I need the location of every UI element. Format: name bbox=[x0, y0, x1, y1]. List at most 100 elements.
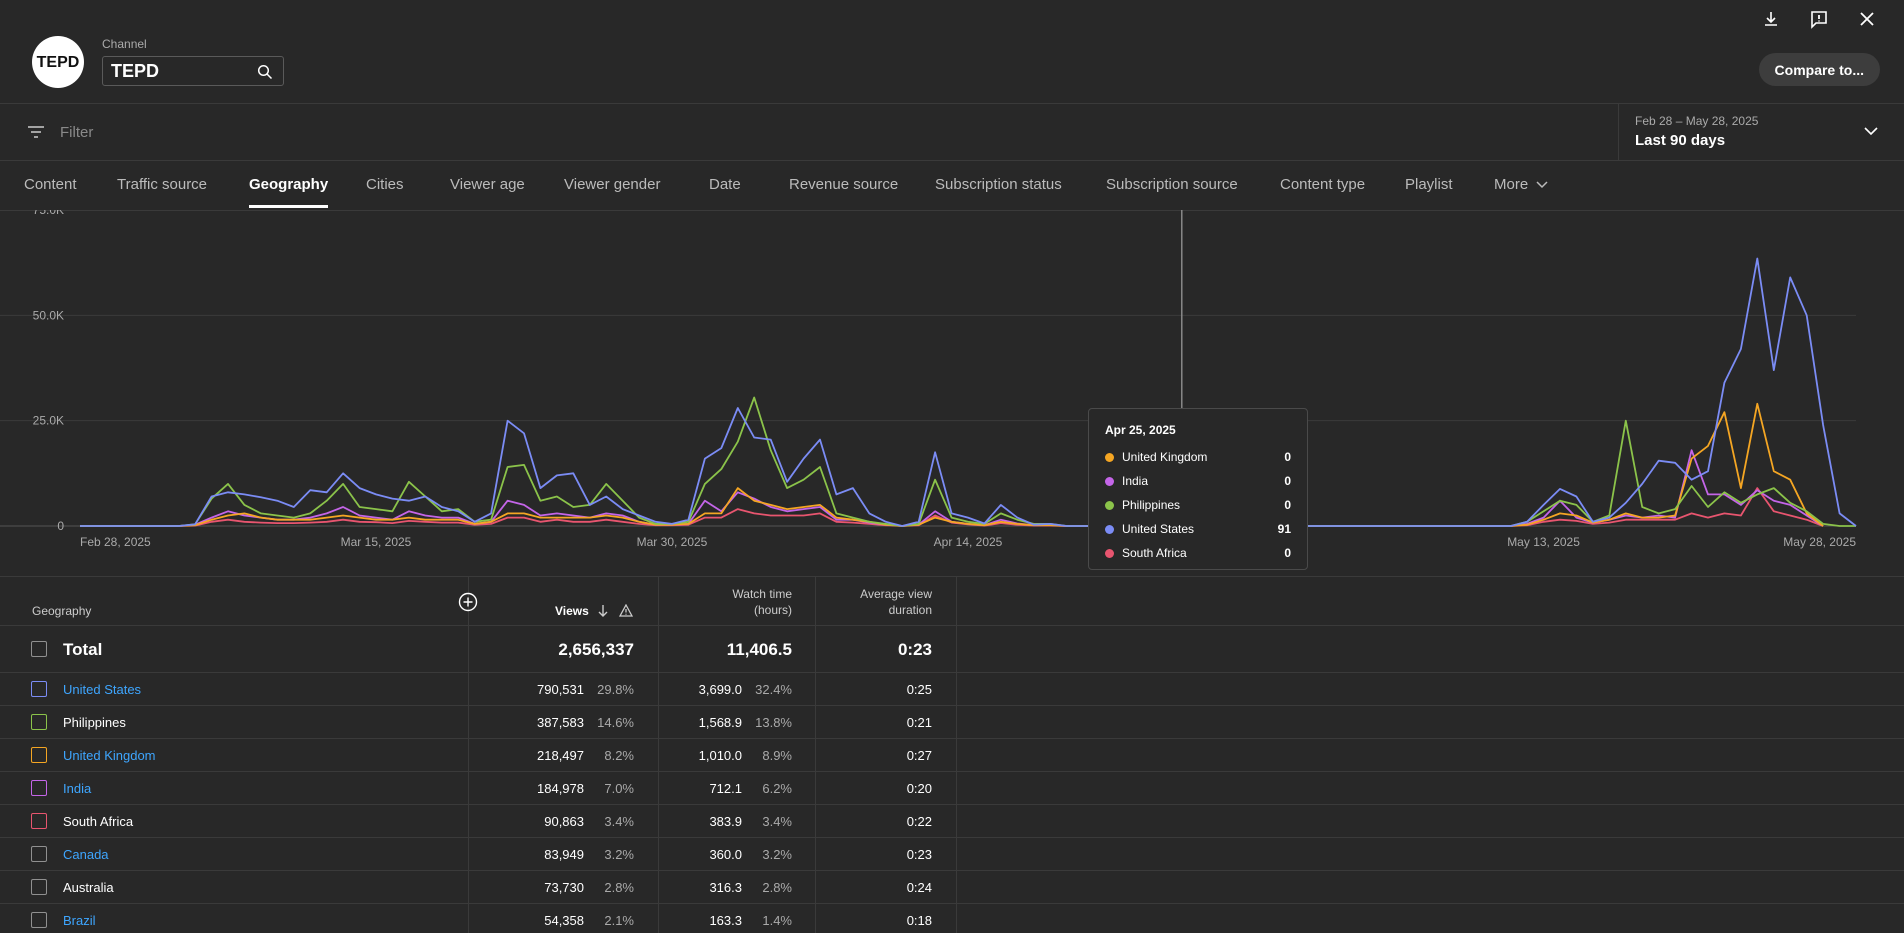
row-checkbox[interactable] bbox=[31, 714, 47, 730]
tab-more[interactable]: More bbox=[1494, 160, 1548, 210]
views-header[interactable]: Views bbox=[555, 604, 589, 618]
views-value: 184,978 bbox=[537, 781, 584, 796]
tab-content-type[interactable]: Content type bbox=[1280, 176, 1366, 193]
country-name: Philippines bbox=[63, 715, 126, 730]
total-avg-duration: 0:23 bbox=[897, 640, 932, 659]
views-value: 90,863 bbox=[544, 814, 584, 829]
avg-duration-header[interactable]: Average view bbox=[860, 587, 932, 601]
tab-playlist[interactable]: Playlist bbox=[1405, 176, 1453, 193]
date-range-picker[interactable]: Feb 28 – May 28, 2025 Last 90 days bbox=[1618, 104, 1904, 160]
tab-cities[interactable]: Cities bbox=[366, 176, 404, 193]
x-tick-label: Mar 15, 2025 bbox=[341, 535, 412, 549]
watch-time-header[interactable]: Watch time bbox=[732, 587, 792, 601]
total-watch-time: 11,406.5 bbox=[726, 640, 792, 659]
watch-time-value: 360.0 bbox=[709, 847, 742, 862]
tab-viewer-gender[interactable]: Viewer gender bbox=[564, 176, 661, 193]
row-checkbox[interactable] bbox=[31, 912, 47, 928]
tab-revenue-source[interactable]: Revenue source bbox=[789, 176, 899, 193]
feedback-icon[interactable] bbox=[1806, 6, 1832, 32]
legend-dot bbox=[1105, 524, 1114, 534]
avg-duration-value: 0:24 bbox=[906, 880, 932, 895]
series-line bbox=[80, 402, 1824, 527]
total-checkbox[interactable] bbox=[31, 641, 47, 657]
filter-bar[interactable]: Filter bbox=[0, 104, 1618, 160]
row-checkbox[interactable] bbox=[31, 681, 47, 697]
date-range-main: Last 90 days bbox=[1635, 132, 1726, 149]
tab-traffic-source[interactable]: Traffic source bbox=[117, 176, 208, 193]
table-row: Canada 83,949 3.2% 360.0 3.2% 0:23 bbox=[0, 837, 1904, 870]
table-row: United Kingdom 218,497 8.2% 1,010.0 8.9% 0:27 bbox=[0, 738, 1904, 771]
tab-date[interactable]: Date bbox=[709, 176, 741, 193]
watch-time-percent: 3.4% bbox=[762, 814, 792, 829]
table-row: Philippines 387,583 14.6% 1,568.9 13.8% 0:21 bbox=[0, 705, 1904, 738]
legend-dot bbox=[1105, 500, 1114, 510]
total-label: Total bbox=[63, 640, 103, 659]
watch-time-percent: 3.2% bbox=[762, 847, 792, 862]
tooltip-date: Apr 25, 2025 bbox=[1105, 423, 1176, 437]
line-chart[interactable]: 0 25.0K 50.0K 75.0K Feb 28, 2025 Mar 15, 2025… bbox=[0, 210, 1904, 576]
tooltip-row: South Africa 0 bbox=[1105, 541, 1291, 565]
tooltip-row: India 0 bbox=[1105, 469, 1291, 493]
sort-down-icon[interactable] bbox=[597, 604, 609, 618]
table-row: Australia 73,730 2.8% 316.3 2.8% 0:24 bbox=[0, 870, 1904, 903]
tab-subscription-source[interactable]: Subscription source bbox=[1106, 176, 1238, 193]
avg-duration-value: 0:27 bbox=[906, 748, 932, 763]
tooltip-country: United Kingdom bbox=[1122, 450, 1208, 464]
row-checkbox[interactable] bbox=[31, 813, 47, 829]
watch-time-value: 1,010.0 bbox=[698, 748, 742, 763]
dimension-tabs: Content Traffic source Geography Cities … bbox=[0, 160, 1904, 210]
row-checkbox[interactable] bbox=[31, 846, 47, 862]
tab-content[interactable]: Content bbox=[24, 176, 77, 193]
legend-dot bbox=[1105, 548, 1114, 558]
views-value: 387,583 bbox=[537, 715, 584, 730]
tooltip-country: India bbox=[1122, 474, 1149, 488]
tooltip-value: 0 bbox=[1284, 498, 1291, 512]
geography-header[interactable]: Geography bbox=[32, 604, 92, 618]
legend-dot bbox=[1105, 476, 1114, 486]
channel-selector[interactable]: TEPD bbox=[102, 56, 284, 86]
row-checkbox[interactable] bbox=[31, 780, 47, 796]
close-icon[interactable] bbox=[1854, 6, 1880, 32]
country-name[interactable]: Canada bbox=[63, 847, 109, 862]
warning-icon[interactable] bbox=[619, 604, 633, 617]
filter-divider bbox=[0, 160, 1904, 161]
tab-viewer-age[interactable]: Viewer age bbox=[450, 176, 525, 193]
table-row: India 184,978 7.0% 712.1 6.2% 0:20 bbox=[0, 771, 1904, 804]
filter-input[interactable]: Filter bbox=[60, 123, 94, 141]
tooltip-country: South Africa bbox=[1122, 546, 1187, 560]
tooltip-country: United States bbox=[1122, 522, 1195, 536]
country-name[interactable]: India bbox=[63, 781, 92, 796]
row-checkbox[interactable] bbox=[31, 747, 47, 763]
search-icon[interactable] bbox=[257, 64, 273, 80]
views-percent: 8.2% bbox=[604, 748, 634, 763]
country-name[interactable]: Brazil bbox=[63, 913, 96, 928]
tab-subscription-status[interactable]: Subscription status bbox=[935, 176, 1062, 193]
compare-button[interactable]: Compare to... bbox=[1758, 53, 1880, 86]
tooltip-row: Philippines 0 bbox=[1105, 493, 1291, 517]
avg-duration-value: 0:20 bbox=[906, 781, 932, 796]
avg-duration-value: 0:22 bbox=[906, 814, 932, 829]
watch-time-percent: 13.8% bbox=[755, 715, 792, 730]
download-icon[interactable] bbox=[1758, 6, 1784, 32]
watch-time-value: 383.9 bbox=[709, 814, 742, 829]
table-row: Brazil 54,358 2.1% 163.3 1.4% 0:18 bbox=[0, 903, 1904, 933]
y-tick-label: 50.0K bbox=[33, 308, 64, 322]
avg-duration-header-2: duration bbox=[888, 603, 932, 617]
watch-time-percent: 1.4% bbox=[762, 913, 792, 928]
avg-duration-value: 0:18 bbox=[906, 913, 932, 928]
country-name[interactable]: United Kingdom bbox=[63, 748, 156, 763]
row-checkbox[interactable] bbox=[31, 879, 47, 895]
x-tick-label: Mar 30, 2025 bbox=[637, 535, 708, 549]
table-row: South Africa 90,863 3.4% 383.9 3.4% 0:22 bbox=[0, 804, 1904, 837]
watch-time-value: 712.1 bbox=[709, 781, 742, 796]
country-name[interactable]: United States bbox=[63, 682, 142, 697]
add-metric-button[interactable] bbox=[458, 592, 478, 612]
watch-time-header-unit: (hours) bbox=[753, 603, 792, 617]
series-line bbox=[80, 396, 1856, 527]
filter-icon[interactable] bbox=[26, 124, 46, 140]
tab-geography[interactable]: Geography bbox=[249, 160, 329, 210]
views-value: 83,949 bbox=[544, 847, 584, 862]
views-value: 54,358 bbox=[544, 913, 584, 928]
tooltip-row: United States 91 bbox=[1105, 517, 1291, 541]
column-divider bbox=[468, 576, 469, 933]
